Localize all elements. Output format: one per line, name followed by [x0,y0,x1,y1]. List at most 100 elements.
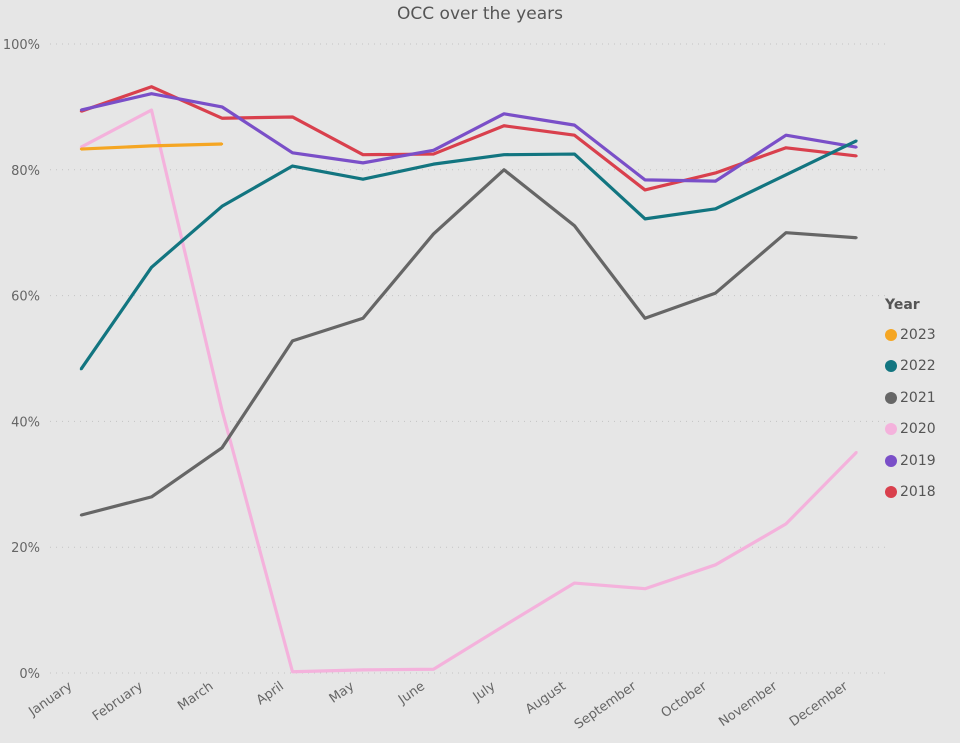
legend-item-2018[interactable]: 2018 [885,477,936,509]
y-tick-label: 40% [11,415,40,430]
y-tick-label: 20% [11,541,40,556]
data-point-2018 [432,152,435,156]
data-point-2021 [361,317,365,320]
x-tick-label: December [787,679,851,730]
legend-item-2023[interactable]: 2023 [885,319,936,351]
legend-label: 2021 [900,389,936,406]
legend-dot-icon [885,486,897,499]
data-point-2023 [79,147,83,151]
data-point-2022 [79,367,83,371]
data-point-2023 [220,142,224,146]
legend-dot-icon [885,391,897,404]
data-point-2022 [714,207,717,210]
data-point-2019 [714,179,717,183]
data-point-2021 [502,168,506,171]
data-point-2022 [573,152,576,156]
legend-dot-icon [885,423,897,436]
x-tick-label: March [175,679,216,714]
legend-dot-icon [885,360,897,373]
data-point-2020 [502,624,506,628]
y-tick-label: 0% [19,667,40,682]
data-point-2019 [150,92,153,95]
x-tick-label: September [572,679,640,733]
data-point-2018 [502,124,506,127]
data-point-2020 [291,670,294,673]
legend-label: 2020 [900,421,936,438]
data-point-2020 [573,581,576,585]
legend-item-2022[interactable]: 2022 [885,351,936,383]
data-point-2022 [220,205,224,208]
data-point-2019 [291,151,294,155]
data-point-2020 [220,408,224,412]
data-point-2018 [573,134,576,137]
data-point-2020 [784,522,788,526]
data-point-2018 [361,153,365,156]
data-point-2022 [502,153,506,156]
y-tick-label: 80% [11,164,40,179]
data-point-2019 [502,112,506,116]
data-point-2021 [291,339,294,343]
data-point-2021 [79,513,83,517]
x-tick-label: April [254,679,287,708]
data-point-2020 [855,451,858,454]
data-point-2018 [643,188,647,192]
x-tick-label: January [25,679,75,720]
x-tick-label: May [327,679,358,707]
data-point-2019 [573,123,576,127]
data-point-2021 [714,291,717,295]
data-point-2022 [291,164,294,168]
legend-dot-icon [885,328,897,341]
data-point-2021 [150,495,153,499]
data-point-2022 [432,162,435,166]
data-point-2018 [220,117,224,120]
data-point-2019 [220,105,224,109]
legend-title: Year [885,297,920,313]
data-point-2018 [291,115,294,119]
data-point-2019 [643,178,647,182]
series-line-2020 [80,108,858,674]
series-line-2022 [79,139,858,371]
series-line-2021 [80,168,857,517]
legend-item-2019[interactable]: 2019 [885,445,936,477]
data-point-2019 [79,108,83,112]
x-tick-label: February [90,679,146,725]
legend-label: 2023 [900,326,936,343]
data-point-2022 [150,266,153,269]
x-tick-label: August [523,679,569,717]
data-point-2021 [643,317,647,320]
chart-title: OCC over the years [397,4,563,24]
series-line-2019 [80,92,857,183]
data-point-2021 [855,236,858,239]
data-point-2018 [855,154,858,158]
data-point-2020 [643,587,647,590]
legend-item-2020[interactable]: 2020 [885,414,936,446]
data-point-2018 [784,146,788,149]
data-point-2022 [855,139,858,143]
legend-label: 2018 [900,484,936,501]
data-point-2021 [784,231,788,234]
data-point-2019 [361,161,365,165]
data-point-2021 [220,446,224,450]
data-point-2020 [361,668,365,672]
data-point-2021 [573,224,576,227]
x-tick-label: June [395,679,428,708]
series-line-2018 [80,85,857,192]
data-point-2019 [855,145,858,149]
x-tick-label: July [470,679,499,705]
data-point-2022 [784,173,788,177]
data-point-2020 [714,563,717,567]
x-tick-label: October [659,679,711,722]
data-point-2021 [432,232,435,236]
data-point-2019 [432,149,435,152]
y-tick-label: 100% [3,38,40,53]
legend-dot-icon [885,454,897,467]
data-point-2018 [150,85,153,88]
data-point-2022 [361,178,365,181]
legend-item-2021[interactable]: 2021 [885,382,936,414]
legend-label: 2019 [900,452,936,469]
data-point-2022 [643,217,647,221]
legend: Year 2023 2022 2021 2020 2019 2018 [885,297,936,508]
data-point-2018 [714,171,717,175]
legend-label: 2022 [900,358,936,375]
